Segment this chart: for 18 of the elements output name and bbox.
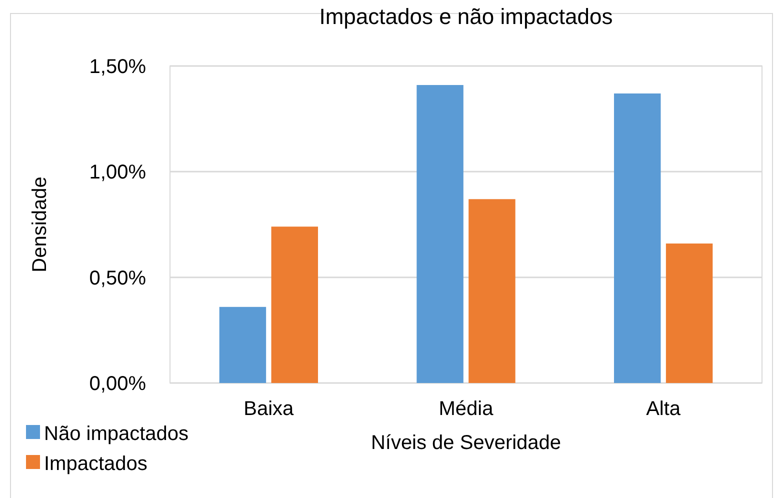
x-tick-label: Baixa — [244, 398, 295, 420]
y-tick-label: 0,50% — [89, 267, 146, 290]
chart-title: Impactados e não impactados — [319, 4, 613, 29]
x-tick-label: Média — [438, 398, 494, 420]
y-tick-label: 0,00% — [89, 373, 146, 395]
bar — [271, 226, 318, 383]
y-tick-label: 1,00% — [89, 162, 146, 184]
bar — [219, 306, 266, 383]
bar — [468, 199, 516, 383]
legend-label: Não impactados — [44, 423, 189, 445]
y-axis-title: Densidade — [29, 176, 51, 272]
bar — [666, 244, 713, 383]
bar — [614, 93, 661, 383]
y-tick-label: 1,50% — [89, 56, 146, 78]
bar — [416, 85, 464, 383]
legend-label: Impactados — [44, 453, 148, 475]
x-axis-title: Níveis de Severidade — [370, 432, 562, 454]
x-tick-label: Alta — [646, 398, 682, 420]
